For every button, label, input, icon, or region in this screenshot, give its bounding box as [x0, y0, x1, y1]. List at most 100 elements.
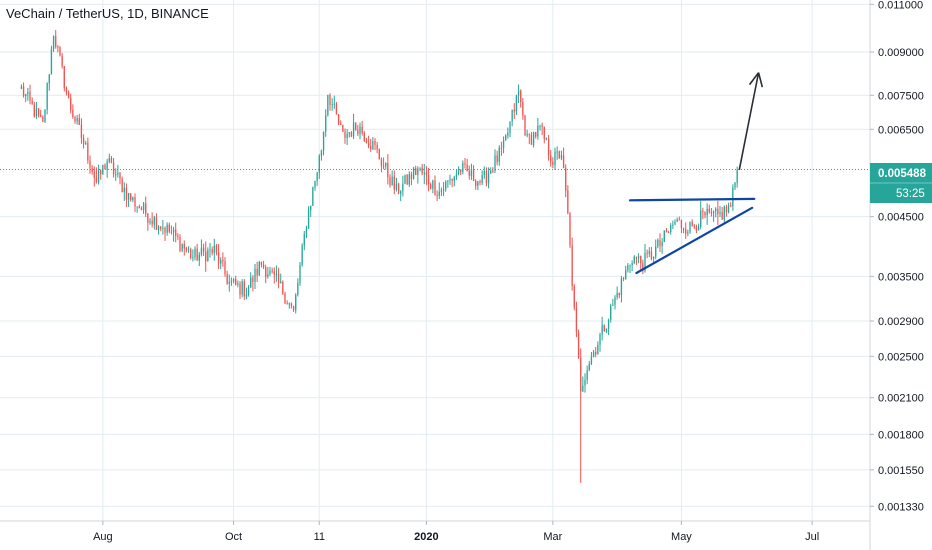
breakout-arrow[interactable]	[738, 72, 764, 170]
price-axis[interactable]: 0.011000 0.009000 0.007500 0.006500 0.004500…	[870, 0, 924, 513]
candle	[438, 182, 440, 200]
candle	[288, 302, 290, 309]
candle	[430, 182, 432, 190]
candle	[607, 318, 610, 336]
y-tick-label: 0.001550	[878, 465, 924, 477]
candle	[168, 222, 170, 234]
candle	[635, 256, 638, 265]
candle	[391, 170, 393, 186]
candle	[393, 170, 395, 195]
candle	[140, 206, 143, 211]
candle	[205, 241, 207, 272]
candle	[693, 223, 695, 229]
candle	[348, 131, 350, 138]
candle	[700, 201, 702, 230]
candle	[325, 109, 327, 137]
candle	[108, 153, 110, 164]
trendline[interactable]	[628, 197, 756, 202]
candle	[331, 98, 333, 111]
candle	[629, 264, 631, 274]
candle	[42, 115, 44, 123]
candle	[269, 266, 271, 277]
candle	[286, 300, 288, 305]
candle	[335, 101, 338, 115]
candle	[734, 181, 736, 191]
candle	[659, 233, 661, 252]
candle	[367, 135, 370, 149]
time-axis[interactable]: Aug Oct 11 2020 Mar May Jul	[93, 521, 819, 543]
candle	[427, 168, 430, 192]
candle	[299, 261, 301, 286]
candle	[558, 150, 560, 159]
candle	[117, 164, 119, 178]
y-tick-label: 0.001800	[878, 429, 924, 441]
candle	[262, 260, 265, 270]
candle	[361, 120, 363, 136]
candle	[535, 131, 537, 139]
candle	[151, 212, 153, 228]
candle	[592, 349, 595, 358]
candle	[252, 275, 254, 292]
candle	[618, 292, 620, 299]
candle	[560, 150, 563, 161]
candle	[397, 182, 400, 195]
candle	[571, 237, 573, 291]
candle	[601, 316, 603, 341]
candle	[352, 113, 355, 140]
candle	[91, 164, 93, 175]
candle	[327, 94, 329, 117]
candle	[687, 229, 689, 237]
candle	[627, 263, 629, 273]
chart-title: VeChain / TetherUS, 1D, BINANCE	[6, 6, 209, 21]
candle	[119, 171, 121, 185]
candle	[421, 164, 423, 176]
candle	[620, 275, 623, 303]
candle	[243, 279, 245, 300]
candle	[115, 168, 117, 181]
candle	[295, 293, 297, 314]
candle	[258, 260, 260, 276]
candle	[67, 90, 70, 99]
candle	[633, 255, 635, 264]
candle	[87, 137, 89, 164]
y-tick-label: 0.003500	[878, 271, 924, 283]
candle	[282, 280, 284, 295]
candle	[539, 124, 541, 131]
y-tick-label: 0.001330	[878, 501, 924, 513]
candle	[292, 305, 295, 312]
candle	[672, 220, 674, 230]
candle	[616, 286, 618, 300]
candle	[93, 166, 95, 187]
candle	[359, 122, 361, 140]
candle	[719, 205, 721, 218]
candle	[475, 179, 477, 190]
candle	[322, 131, 325, 156]
candle	[682, 227, 685, 234]
drawing-annotations	[628, 72, 764, 275]
candle	[136, 206, 138, 213]
candle	[590, 351, 593, 366]
candle	[472, 165, 475, 182]
candle	[670, 223, 672, 235]
candle	[610, 303, 612, 323]
candle	[273, 267, 275, 284]
candle	[230, 277, 233, 286]
candle	[155, 213, 158, 231]
candle	[502, 136, 505, 154]
candle	[275, 265, 278, 282]
candle	[78, 113, 80, 125]
trendline[interactable]	[635, 206, 754, 275]
candle	[185, 246, 188, 253]
candle	[194, 246, 196, 261]
candle	[567, 185, 569, 215]
candle	[70, 93, 72, 114]
candle	[712, 210, 715, 222]
candle	[123, 182, 125, 202]
candle	[505, 134, 507, 141]
chart-grid	[0, 0, 870, 521]
candle	[468, 165, 470, 180]
candle	[385, 162, 387, 170]
candle	[588, 361, 590, 372]
candle	[500, 141, 503, 156]
